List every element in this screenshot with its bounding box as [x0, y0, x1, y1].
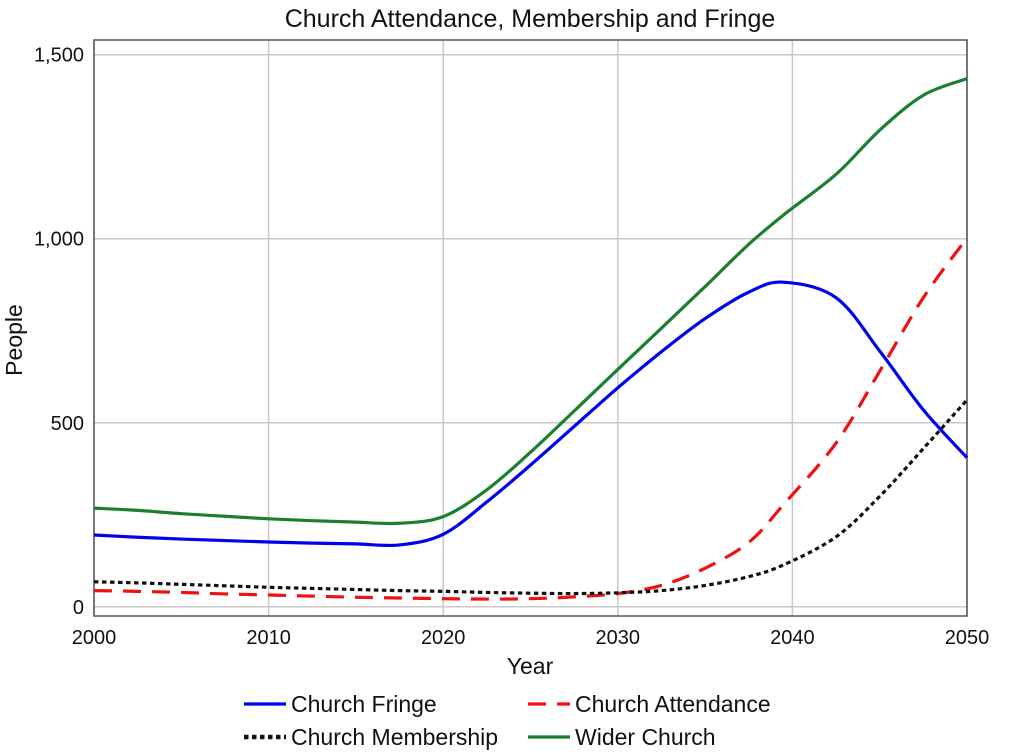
legend-label-church-attendance: Church Attendance: [575, 691, 771, 717]
series-group: [93, 77, 969, 601]
legend: Church Fringe Church Attendance Church Mem…: [244, 691, 771, 750]
x-tick-label: 2000: [72, 627, 117, 649]
tick-labels: 2000 2010 2020 2030 2040 2050 0 500 1,000 1,500: [34, 45, 989, 649]
plot-area: [93, 39, 968, 617]
x-tick-label: 2050: [945, 627, 990, 649]
x-tick-label: 2040: [770, 627, 815, 649]
gridlines: [93, 40, 968, 616]
x-tick-label: 2030: [596, 627, 641, 649]
y-tick-label: 1,000: [34, 229, 84, 251]
legend-label-wider-church: Wider Church: [575, 724, 716, 750]
chart-title: Church Attendance, Membership and Fringe: [285, 5, 776, 33]
legend-label-church-fringe: Church Fringe: [291, 691, 437, 717]
legend-label-church-membership: Church Membership: [291, 724, 498, 750]
y-tick-label: 0: [73, 597, 84, 619]
series-line-wider-church: [93, 77, 968, 526]
x-axis-label: Year: [507, 653, 554, 679]
series-line-church-membership: [93, 398, 969, 596]
x-tick-label: 2010: [246, 627, 291, 649]
y-axis-label: People: [1, 304, 27, 376]
series-line-church-attendance: [93, 237, 969, 601]
series-line-church-fringe: [93, 280, 969, 548]
y-tick-label: 500: [51, 413, 84, 435]
y-tick-label: 1,500: [34, 45, 84, 67]
x-tick-label: 2020: [421, 627, 466, 649]
